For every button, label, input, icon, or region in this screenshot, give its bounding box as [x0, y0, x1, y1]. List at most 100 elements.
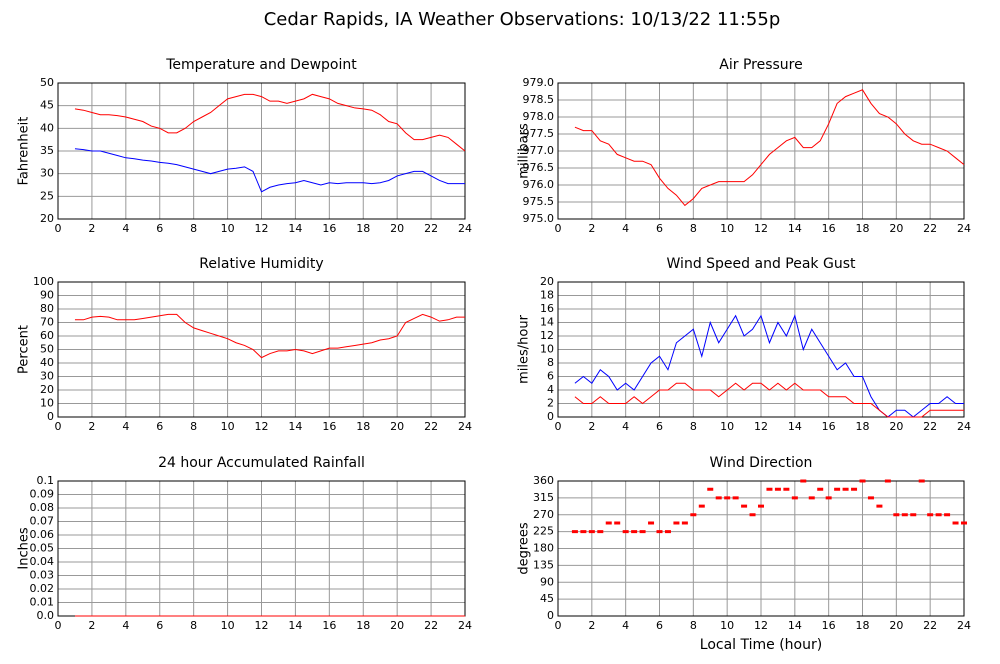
x-tick-label: 10: [221, 222, 235, 235]
chart-panel: Wind Direction degrees Local Time (hour) 0 4…: [517, 455, 972, 653]
y-tick-label: 0.09: [30, 488, 55, 501]
x-tick-label: 6: [156, 619, 163, 632]
y-tick-label: 20: [40, 212, 54, 225]
data-point: [944, 513, 951, 517]
x-tick-label: 8: [690, 420, 697, 433]
y-tick-label: 50: [40, 343, 54, 356]
x-tick-label: 12: [255, 222, 269, 235]
y-tick-label: 16: [540, 302, 554, 315]
x-tick-label: 10: [720, 619, 734, 632]
y-tick-label: 225: [533, 525, 554, 538]
chart-panel: Relative HumidityPercent0102030405060708…: [17, 256, 473, 433]
x-tick-label: 22: [424, 619, 438, 632]
y-tick-label: 14: [540, 316, 554, 329]
x-tick-label: 20: [390, 619, 404, 632]
data-point: [927, 513, 934, 517]
x-tick-label: 6: [656, 222, 663, 235]
y-tick-label: 978.0: [523, 110, 555, 123]
x-tick-label: 18: [356, 222, 370, 235]
y-tick-label: 80: [40, 302, 54, 315]
x-tick-label: 24: [458, 619, 472, 632]
data-point: [758, 504, 764, 508]
data-point: [580, 530, 587, 534]
data-point: [783, 487, 790, 491]
x-axis-label: Local Time (hour): [700, 637, 822, 653]
x-tick-label: 14: [288, 619, 302, 632]
chart-title: Temperature and Dewpoint: [165, 57, 357, 73]
x-tick-label: 0: [55, 619, 62, 632]
chart-title: Wind Direction: [710, 455, 813, 471]
x-tick-label: 2: [588, 222, 595, 235]
y-tick-label: 975.0: [523, 212, 555, 225]
chart-panel: Air Pressure millibars 975.0 975.5 976.0 976.…: [517, 57, 972, 235]
x-tick-label: 22: [923, 619, 937, 632]
y-tick-label: 45: [40, 99, 54, 112]
y-tick-label: 0.03: [30, 569, 55, 582]
x-tick-label: 0: [555, 420, 562, 433]
chart-panel: 24 hour Accumulated RainfallInches0.00.0…: [17, 455, 473, 632]
x-tick-label: 10: [720, 222, 734, 235]
y-tick-label: 360: [533, 474, 554, 487]
data-line: [74, 148, 465, 193]
x-tick-label: 14: [788, 222, 802, 235]
data-line: [574, 89, 965, 207]
data-point: [851, 487, 858, 491]
data-point: [639, 530, 646, 534]
data-point: [681, 521, 688, 525]
x-tick-label: 22: [923, 420, 937, 433]
x-tick-label: 4: [122, 222, 129, 235]
x-tick-label: 6: [156, 420, 163, 433]
data-point: [893, 513, 900, 517]
data-point: [631, 530, 638, 534]
y-tick-label: 975.5: [523, 195, 555, 208]
data-point: [876, 504, 883, 508]
y-tick-label: 30: [40, 370, 54, 383]
y-tick-label: 18: [540, 289, 554, 302]
chart-title: 24 hour Accumulated Rainfall: [158, 455, 365, 471]
x-tick-label: 22: [424, 222, 438, 235]
y-tick-label: 979.0: [523, 76, 555, 89]
data-point: [859, 479, 866, 483]
x-tick-label: 22: [424, 420, 438, 433]
y-tick-label: 0.05: [30, 542, 55, 555]
x-tick-label: 6: [656, 420, 663, 433]
chart-title: Wind Speed and Peak Gust: [667, 256, 856, 272]
y-tick-label: 0: [47, 410, 54, 423]
chart-panel: Temperature and DewpointFahrenheit202530…: [17, 57, 473, 235]
data-point: [961, 521, 967, 525]
data-point: [774, 487, 781, 491]
x-tick-label: 12: [754, 420, 768, 433]
y-axis-label: Percent: [17, 325, 32, 374]
data-point: [749, 513, 756, 517]
data-point: [834, 487, 841, 491]
x-tick-label: 24: [458, 222, 472, 235]
data-point: [622, 530, 629, 534]
y-tick-label: 977.5: [523, 127, 555, 140]
data-point: [724, 496, 731, 500]
y-tick-label: 0.1: [37, 474, 55, 487]
chart-panel: Wind Speed and Peak Gustmiles/hour024681…: [517, 256, 972, 433]
chart-title: Air Pressure: [719, 57, 802, 73]
x-tick-label: 12: [255, 619, 269, 632]
y-tick-label: 976.0: [523, 178, 555, 191]
data-point: [935, 513, 942, 517]
x-tick-label: 4: [122, 420, 129, 433]
x-tick-label: 6: [656, 619, 663, 632]
data-point: [910, 513, 917, 517]
page-title: Cedar Rapids, IA Weather Observations: 1…: [264, 9, 781, 30]
y-tick-label: 135: [533, 558, 554, 571]
data-point: [741, 504, 748, 508]
x-tick-label: 16: [322, 619, 336, 632]
data-point: [918, 479, 925, 483]
x-tick-label: 0: [55, 222, 62, 235]
x-tick-label: 14: [288, 420, 302, 433]
x-tick-label: 14: [788, 420, 802, 433]
data-point: [732, 496, 739, 500]
x-tick-label: 10: [720, 420, 734, 433]
data-line: [74, 313, 465, 359]
x-tick-label: 16: [822, 420, 836, 433]
data-point: [571, 530, 578, 534]
x-tick-label: 14: [288, 222, 302, 235]
x-tick-label: 8: [190, 420, 197, 433]
y-axis-label: Fahrenheit: [17, 117, 32, 186]
